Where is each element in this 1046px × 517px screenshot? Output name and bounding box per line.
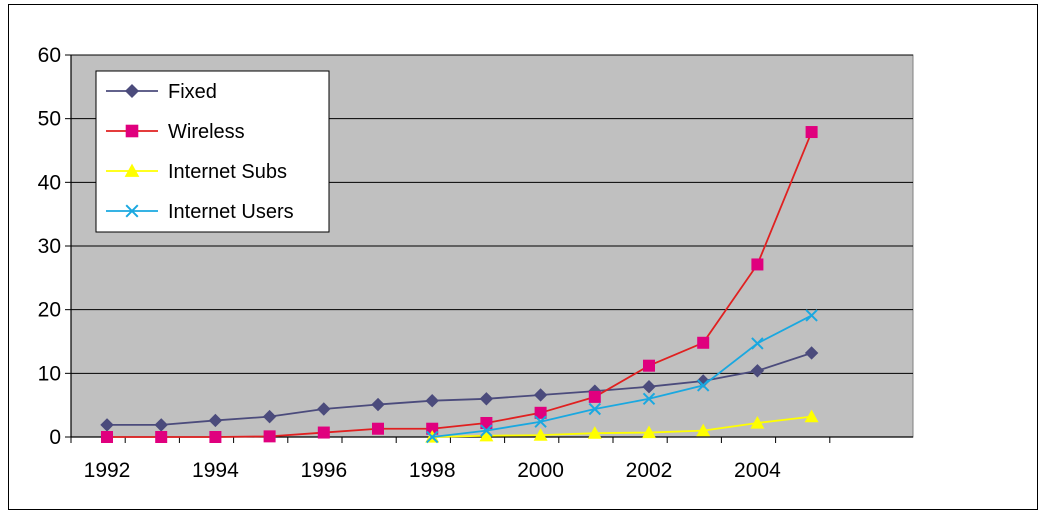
legend [95, 70, 330, 233]
data-point-wireless [697, 336, 710, 349]
y-tick-label: 0 [49, 426, 61, 449]
data-point-internet-users [751, 337, 764, 350]
legend-marker-internet-users [125, 204, 139, 218]
data-point-internet-subs [750, 415, 765, 429]
data-point-wireless [751, 258, 764, 271]
x-tick-label: 1998 [409, 459, 456, 482]
legend-label-internet-subs: Internet Subs [168, 161, 287, 183]
data-point-internet-users [588, 402, 602, 416]
data-point-internet-users [480, 424, 493, 437]
legend-marker-fixed [124, 83, 140, 99]
data-point-internet-subs [533, 428, 548, 441]
data-point-wireless [155, 431, 168, 443]
legend-label-internet-users: Internet Users [168, 201, 294, 223]
y-tick-label: 50 [38, 108, 61, 131]
data-point-internet-users [805, 309, 818, 322]
data-point-fixed [750, 364, 765, 378]
data-point-wireless [317, 426, 330, 439]
data-point-wireless [805, 126, 818, 139]
data-point-fixed [804, 346, 819, 360]
data-point-wireless [643, 359, 655, 372]
x-tick-label: 2002 [626, 459, 673, 482]
data-point-wireless [209, 431, 222, 443]
series-line-internet-users [432, 314, 813, 438]
series-line-wireless [107, 131, 813, 438]
y-tick-label: 30 [38, 235, 61, 258]
data-point-internet-users [696, 379, 710, 392]
x-tick-label: 1996 [300, 459, 347, 482]
data-point-internet-subs [587, 426, 602, 439]
data-point-internet-users [534, 415, 547, 428]
data-point-internet-subs [804, 409, 819, 423]
data-point-wireless [588, 390, 601, 403]
series-line-internet-subs [432, 415, 812, 438]
legend-label-fixed: Fixed [168, 81, 217, 103]
data-point-wireless [480, 416, 493, 429]
y-tick-label: 40 [38, 171, 61, 194]
data-point-internet-subs [696, 423, 711, 437]
x-tick-label: 1994 [192, 459, 239, 482]
data-point-fixed [208, 413, 223, 428]
data-point-fixed [425, 394, 439, 408]
y-tick-label: 60 [38, 44, 61, 67]
data-point-wireless [426, 422, 439, 435]
y-tick-label: 10 [38, 362, 61, 385]
data-point-wireless [534, 406, 547, 419]
data-point-fixed [479, 392, 494, 406]
data-point-fixed [371, 397, 385, 412]
data-point-fixed [533, 388, 548, 402]
data-point-fixed [100, 418, 114, 432]
data-point-fixed [262, 409, 277, 424]
data-point-fixed [642, 379, 656, 394]
legend-marker-internet-subs [124, 163, 140, 177]
data-point-internet-users [642, 392, 656, 406]
x-tick-label: 2004 [734, 459, 781, 482]
y-tick-label: 20 [38, 299, 61, 322]
legend-marker-wireless [125, 124, 139, 138]
data-point-wireless [263, 430, 276, 443]
data-point-fixed [317, 402, 331, 416]
data-point-internet-users [425, 430, 439, 444]
data-point-internet-subs [642, 425, 656, 439]
data-point-wireless [372, 422, 384, 435]
legend-label-wireless: Wireless [168, 121, 245, 143]
x-tick-label: 1992 [84, 459, 131, 482]
series-line-fixed [107, 352, 812, 426]
data-point-internet-subs [479, 428, 494, 442]
data-point-wireless [101, 431, 113, 443]
data-point-fixed [154, 418, 168, 432]
x-tick-label: 2000 [517, 459, 564, 482]
